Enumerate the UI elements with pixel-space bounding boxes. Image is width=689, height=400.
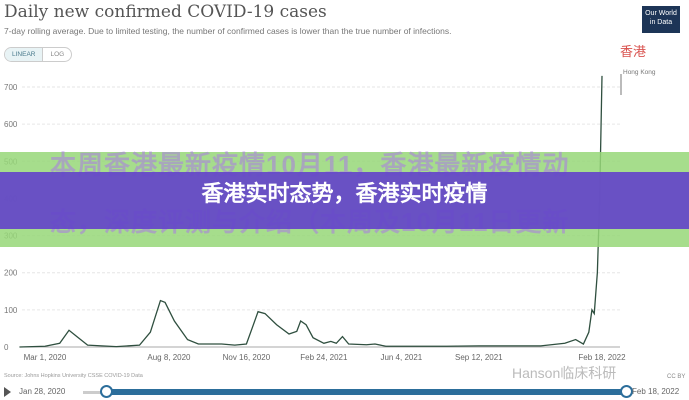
x-tick-label: Feb 18, 2022 [578,353,626,362]
x-tick-label: Nov 16, 2020 [223,353,271,362]
license[interactable]: CC BY [667,374,686,380]
y-tick-label: 0 [4,343,9,352]
y-tick-label: 600 [4,120,18,129]
scale-toggle[interactable]: LINEAR LOG [4,47,73,62]
y-tick-label: 100 [4,306,18,315]
x-tick-label: Feb 24, 2021 [300,353,348,362]
timeline-end-handle[interactable] [620,385,633,398]
y-tick-label: 200 [4,269,18,278]
x-tick-label: Aug 8, 2020 [147,353,191,362]
x-tick-label: Jun 4, 2021 [380,353,422,362]
series-line-hong-kong [19,75,603,348]
owid-logo[interactable]: Our World in Data [642,6,680,33]
play-icon[interactable] [4,387,11,397]
linear-button[interactable]: LINEAR [5,48,44,61]
chart-title: Daily new confirmed COVID-19 cases [4,2,327,22]
x-tick-label: Sep 12, 2021 [455,353,503,362]
headline-band [0,172,689,229]
watermark: Hanson临床科研 [512,365,617,381]
source-note: Source: Johns Hopkins University CSSE CO… [4,373,143,379]
series-label: Hong Kong [623,69,656,76]
timeline-range[interactable] [106,389,626,395]
timeline-start: Jan 28, 2020 [19,387,66,396]
y-tick-label: 700 [4,83,18,92]
series-label-cn: 香港 [620,44,647,59]
x-tick-label: Mar 1, 2020 [24,353,67,362]
chart-subtitle: 7-day rolling average. Due to limited te… [4,26,452,36]
timeline-start-handle[interactable] [100,385,113,398]
headline: 香港实时态势，香港实时疫情 [201,181,488,206]
log-button[interactable]: LOG [50,51,65,58]
timeline-end: Feb 18, 2022 [632,387,680,396]
